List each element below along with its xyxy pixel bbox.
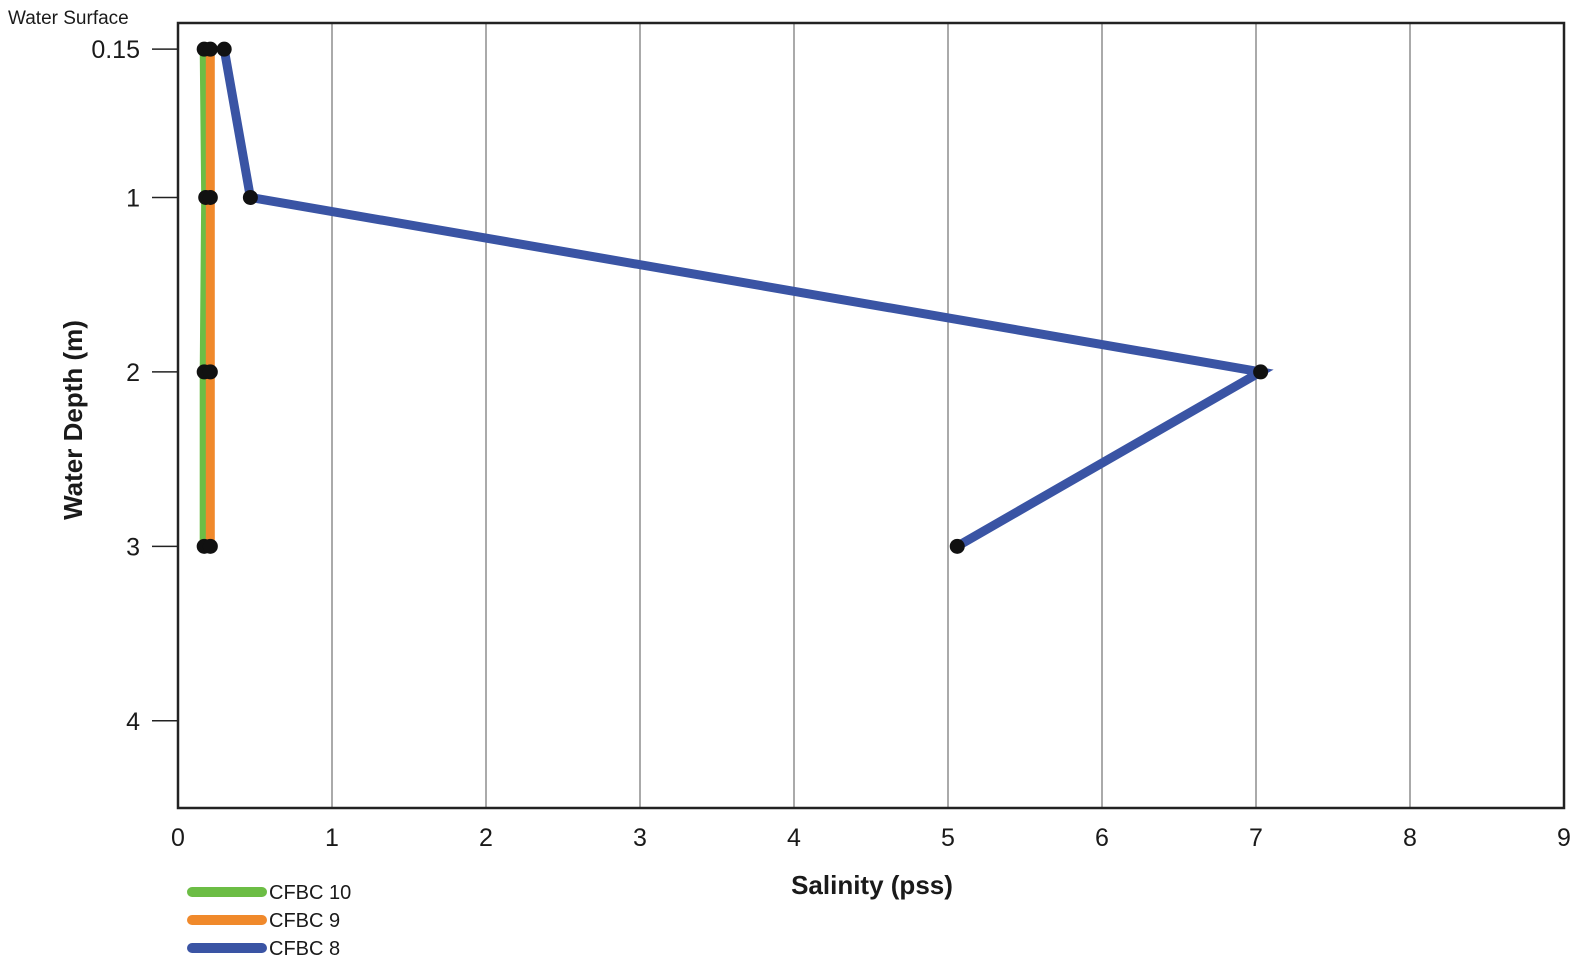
data-point	[1253, 364, 1269, 380]
legend-label: CFBC 8	[269, 938, 340, 960]
y-tick-label: 1	[126, 184, 140, 212]
legend-label: CFBC 10	[269, 882, 351, 904]
x-tick-label: 6	[1095, 824, 1109, 852]
data-point	[949, 538, 965, 554]
y-tick-label: 3	[126, 533, 140, 561]
x-tick-label: 7	[1249, 824, 1263, 852]
legend-label: CFBC 9	[269, 910, 340, 932]
water-surface-label: Water Surface	[8, 8, 129, 29]
x-tick-label: 3	[633, 824, 647, 852]
data-point	[202, 41, 218, 57]
x-tick-label: 0	[171, 824, 185, 852]
y-axis: 0.15 1 2 3 4	[91, 36, 178, 736]
y-tick-label: 4	[126, 708, 140, 736]
legend-item: CFBC 8	[187, 938, 340, 960]
x-tick-label: 4	[787, 824, 801, 852]
series-points	[202, 41, 218, 554]
x-tick-label: 9	[1557, 824, 1571, 852]
data-point	[242, 189, 258, 205]
data-point	[202, 538, 218, 554]
legend-item: CFBC 9	[187, 910, 340, 932]
series-line	[219, 48, 1274, 551]
data-point	[216, 41, 232, 57]
series-layer	[196, 41, 1274, 554]
data-point	[202, 364, 218, 380]
legend-item: CFBC 10	[187, 882, 351, 904]
y-tick-label: 2	[126, 359, 140, 387]
legend: CFBC 10 CFBC 9 CFBC 8	[187, 882, 351, 960]
y-tick-label: 0.15	[91, 36, 140, 64]
series-line	[199, 49, 211, 547]
x-tick-label: 1	[325, 824, 339, 852]
series-points	[216, 41, 1269, 554]
x-tick-label: 2	[479, 824, 493, 852]
data-point	[202, 189, 218, 205]
x-tick-label: 5	[941, 824, 955, 852]
grid-lines	[331, 23, 1411, 808]
plot-frame	[176, 21, 1566, 810]
x-tick-label: 8	[1403, 824, 1417, 852]
x-axis-title: Salinity (pss)	[791, 870, 953, 900]
y-axis-title: Water Depth (m)	[58, 320, 88, 520]
series-cfbc-8	[219, 48, 1274, 551]
series-cfbc-10	[199, 49, 211, 547]
x-axis: 0 1 2 3 4 5 6 7 8 9	[171, 824, 1571, 852]
